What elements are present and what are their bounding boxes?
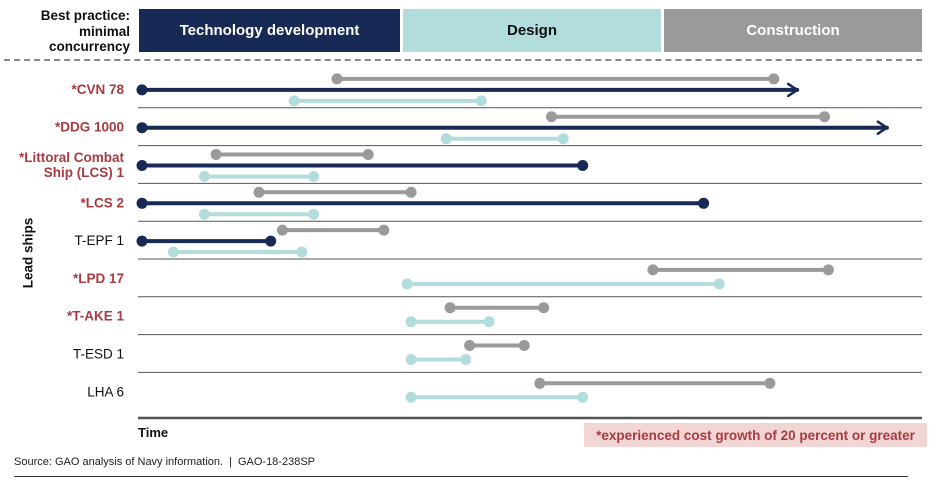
ship-0-design-end-dot [475,95,487,107]
ship-1-construction-start-dot [546,111,557,123]
ship-6-label-line-0: *T-AKE 1 [67,309,125,324]
ship-3-construction-end-dot [405,186,417,198]
ship-6-construction-start-dot [444,302,456,314]
ship-1-technology-arrow [876,120,889,135]
ship-2-design-start-dot [198,171,210,182]
ship-0-design-start-dot [288,95,300,107]
phase-technology-development: Technology development [139,9,400,52]
ship-0-construction-end-dot [768,73,780,85]
y-axis-title: Lead ships [20,217,36,289]
ship-2-construction-start-dot [210,149,222,160]
ship-3-design-end-dot [308,208,320,220]
ship-8-construction-end-dot [764,377,776,389]
source-text: Source: GAO analysis of Navy information… [14,456,224,468]
ship-4-technology-end-dot [265,235,277,247]
ship-0-technology-arrow [786,82,799,98]
ship-1-construction-end-dot [819,111,830,123]
cost-growth-note: *experienced cost growth of 20 percent o… [584,423,927,447]
ship-3-label-line-0: *LCS 2 [80,195,124,210]
ship-8-label-line-0: LHA 6 [87,384,124,399]
ship-0-technology-start-dot [136,84,148,96]
ship-5-label-line-0: *LPD 17 [73,271,124,286]
best-practice-line-1: Best practice: [40,8,130,23]
ship-8-design-start-dot [405,391,417,403]
ship-2-technology-end-dot [577,160,589,171]
ship-2-label-line-1: Ship (LCS) 1 [44,165,125,180]
ship-7-construction-end-dot [518,340,530,351]
source-separator: | [229,456,232,468]
ship-4-design-start-dot [167,246,179,258]
ship-5-design-start-dot [401,278,413,290]
best-practice-line-2: minimal [78,23,130,39]
ship-2-construction-end-dot [362,149,374,160]
ship-7-design-end-dot [460,354,472,365]
ship-3-construction-start-dot [253,186,265,198]
best-practice-divider [4,59,922,61]
phase-construction: Construction [664,9,922,52]
ship-7-construction-start-dot [464,340,476,351]
footer-rule [14,476,908,477]
ship-1-design-end-dot [557,133,569,145]
ship-4-technology-start-dot [136,235,148,247]
phase-design: Design [403,9,661,52]
best-practice-label: Best practice: minimal concurrency [4,8,130,55]
ship-1-label-line-0: *DDG 1000 [55,120,124,135]
ship-5-construction-end-dot [822,264,834,276]
ship-6-construction-end-dot [538,302,550,314]
ship-4-design-end-dot [296,246,308,258]
ship-7-design-start-dot [405,354,417,365]
ship-5-design-end-dot [713,278,725,290]
ship-8-design-end-dot [577,391,589,403]
ship-3-technology-end-dot [698,197,710,209]
ship-4-construction-end-dot [378,224,390,236]
ship-3-technology-start-dot [136,197,148,209]
ship-0-construction-start-dot [331,73,343,85]
report-id: GAO-18-238SP [237,456,315,468]
ship-7-label-line-0: T-ESD 1 [73,347,124,362]
ship-4-construction-start-dot [276,224,288,236]
source-note: Source: GAO analysis of Navy information… [14,456,315,468]
x-axis-title: Time [138,425,169,440]
ship-5-construction-start-dot [647,264,659,276]
ship-2-technology-start-dot [136,160,148,171]
ship-0-label-line-0: *CVN 78 [71,82,124,97]
ship-4-label-line-0: T-EPF 1 [74,233,124,248]
ship-1-technology-start-dot [136,122,148,134]
ship-3-design-start-dot [198,208,210,220]
ship-6-design-end-dot [483,316,495,328]
best-practice-line-3: concurrency [48,39,130,54]
ship-2-label-line-0: *Littoral Combat [19,150,125,165]
ship-1-design-start-dot [440,133,452,145]
ship-6-design-start-dot [405,316,417,328]
ship-2-design-end-dot [308,171,320,182]
ship-8-construction-start-dot [534,377,546,389]
